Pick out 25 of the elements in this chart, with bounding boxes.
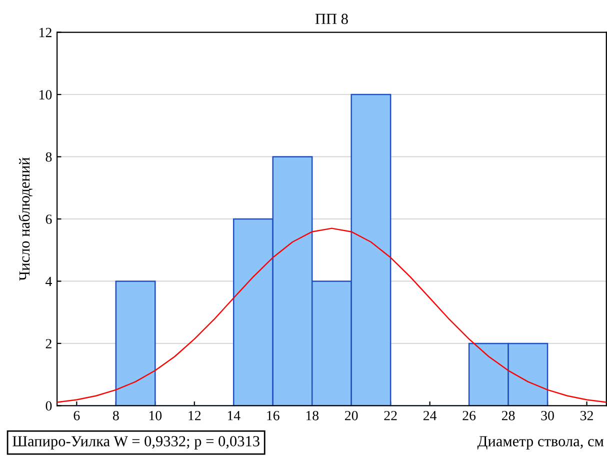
x-tick-label: 18 bbox=[306, 410, 319, 420]
x-tick-label: 10 bbox=[149, 410, 162, 420]
y-tick-label: 8 bbox=[46, 152, 52, 162]
y-tick-label: 12 bbox=[40, 28, 52, 38]
x-tick-label: 16 bbox=[267, 410, 280, 420]
x-tick-label: 26 bbox=[462, 410, 476, 420]
y-tick-label: 6 bbox=[46, 214, 52, 224]
x-tick-label: 14 bbox=[228, 411, 240, 420]
y-tick-label: 0 bbox=[46, 401, 52, 411]
x-tick-label: 22 bbox=[384, 410, 397, 420]
x-tick-label: 32 bbox=[580, 410, 593, 420]
x-tick-label: 20 bbox=[345, 410, 358, 420]
x-tick-label: 28 bbox=[502, 410, 515, 420]
x-axis-title: Диаметр ствола, см bbox=[477, 436, 604, 450]
chart-title: ПП 8 bbox=[315, 14, 348, 24]
y-axis-title: Число наблюдений bbox=[18, 158, 32, 281]
y-tick-label: 2 bbox=[46, 339, 52, 348]
y-tick-label: 4 bbox=[46, 276, 52, 286]
text: Шапиро-Уилка W = 0,9332; p = 0,0313 bbox=[12, 436, 260, 450]
x-tick-label: 6 bbox=[74, 410, 80, 420]
x-tick-label: 24 bbox=[423, 410, 437, 420]
y-tick-label: 10 bbox=[40, 90, 52, 100]
x-tick-label: 30 bbox=[541, 410, 554, 420]
x-tick-label: 12 bbox=[188, 410, 201, 420]
x-tick-label: 8 bbox=[112, 410, 119, 420]
